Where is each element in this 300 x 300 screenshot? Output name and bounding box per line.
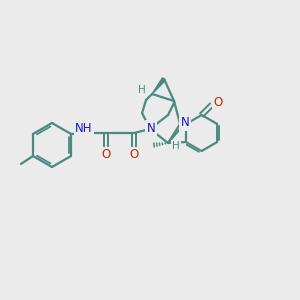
Text: O: O bbox=[129, 148, 139, 161]
Text: O: O bbox=[213, 97, 222, 110]
Polygon shape bbox=[152, 78, 166, 94]
Text: H: H bbox=[172, 141, 180, 151]
Text: N: N bbox=[181, 116, 189, 130]
Text: NH: NH bbox=[75, 122, 93, 134]
Text: O: O bbox=[101, 148, 111, 161]
Text: H: H bbox=[138, 85, 146, 95]
Text: N: N bbox=[147, 122, 155, 134]
